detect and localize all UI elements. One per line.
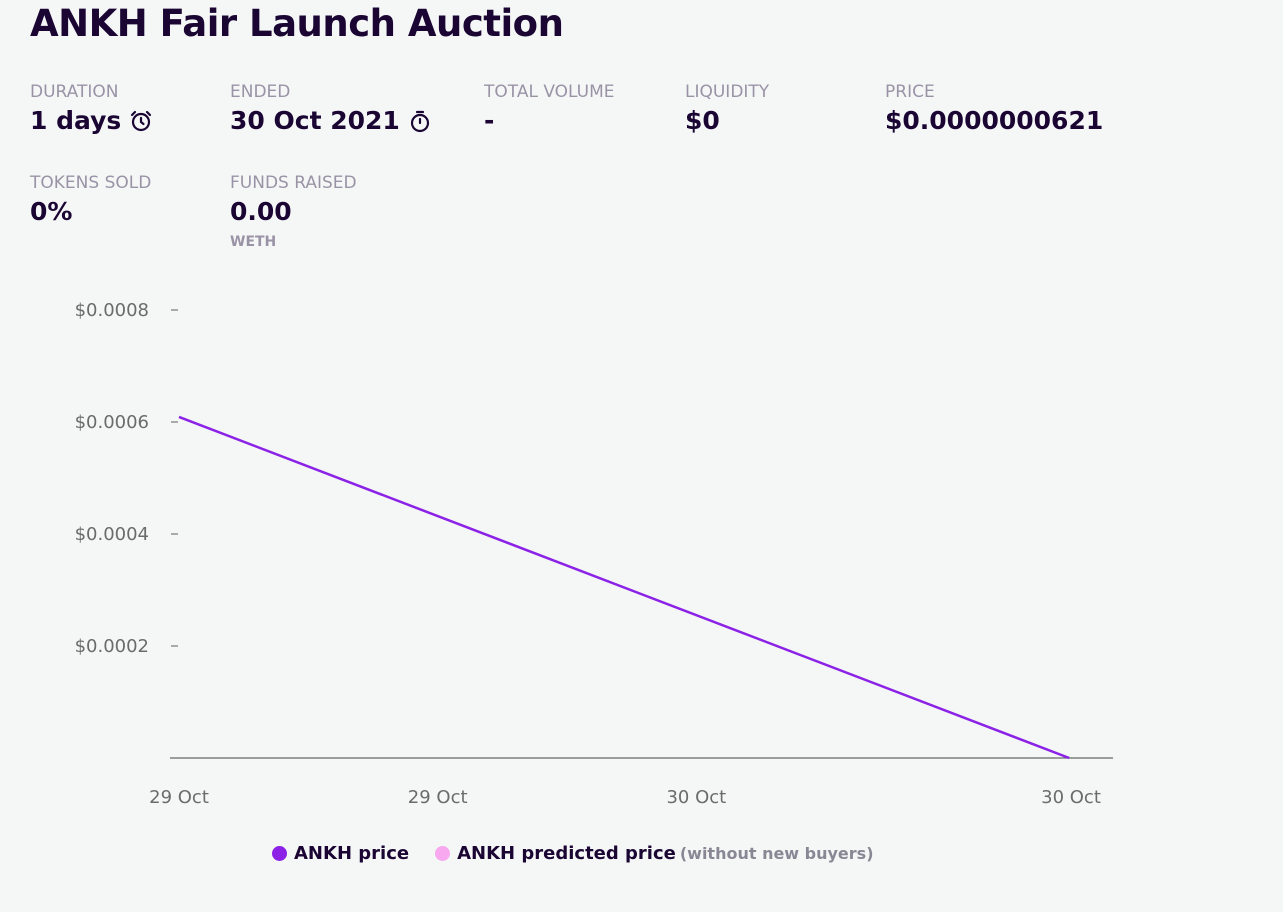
stat-label: FUNDS RAISED [230, 173, 357, 193]
chart-legend: ANKH price ANKH predicted price (without… [272, 843, 874, 864]
stat-label: DURATION [30, 82, 119, 102]
stat-unit: WETH [230, 234, 277, 250]
stat-label: PRICE [885, 82, 935, 102]
series-line-price [178, 415, 1070, 760]
legend-label: ANKH price [294, 843, 410, 864]
stat-value: 0.00 [230, 197, 292, 226]
legend-note: (without new buyers) [679, 844, 874, 863]
x-tick-label: 30 Oct [1041, 787, 1101, 808]
y-tick-label: $0.0002 [75, 636, 149, 657]
stat-label: ENDED [230, 82, 291, 102]
stat-tokens-sold: TOKENS SOLD 0% [30, 173, 151, 226]
stat-value: $0 [685, 106, 720, 135]
legend-item-predicted[interactable]: ANKH predicted price (without new buyers… [435, 843, 874, 864]
legend-item-price[interactable]: ANKH price [272, 843, 409, 864]
x-tick-label: 30 Oct [666, 787, 726, 808]
stat-price: PRICE $0.0000000621 [885, 82, 1103, 135]
legend-dot-price [272, 846, 287, 861]
stat-value: 1 days [30, 106, 122, 135]
page-title: ANKH Fair Launch Auction [30, 2, 564, 45]
alarm-clock-icon [131, 110, 152, 131]
stat-label: TOKENS SOLD [30, 173, 152, 193]
stat-label: LIQUIDITY [685, 82, 770, 102]
stat-duration: DURATION 1 days [30, 82, 153, 135]
y-tick-label: $0.0006 [75, 412, 149, 433]
x-tick-label: 29 Oct [149, 787, 209, 808]
legend-dot-predicted [435, 846, 451, 861]
stat-value: 30 Oct 2021 [230, 106, 400, 135]
y-tick-label: $0.0008 [75, 300, 149, 321]
stat-value: - [484, 106, 495, 135]
stat-value: $0.0000000621 [885, 106, 1104, 135]
stat-label: TOTAL VOLUME [484, 82, 615, 102]
legend-label: ANKH predicted price [457, 843, 676, 864]
stat-funds-raised: FUNDS RAISED 0.00 WETH [230, 173, 357, 250]
stopwatch-icon [410, 110, 429, 132]
stat-ended: ENDED 30 Oct 2021 [230, 82, 432, 135]
stat-liquidity: LIQUIDITY $0 [685, 82, 769, 135]
x-tick-label: 29 Oct [408, 787, 468, 808]
stat-total-volume: TOTAL VOLUME - [484, 82, 615, 135]
stat-value: 0% [30, 197, 73, 226]
y-tick-label: $0.0004 [75, 524, 149, 545]
